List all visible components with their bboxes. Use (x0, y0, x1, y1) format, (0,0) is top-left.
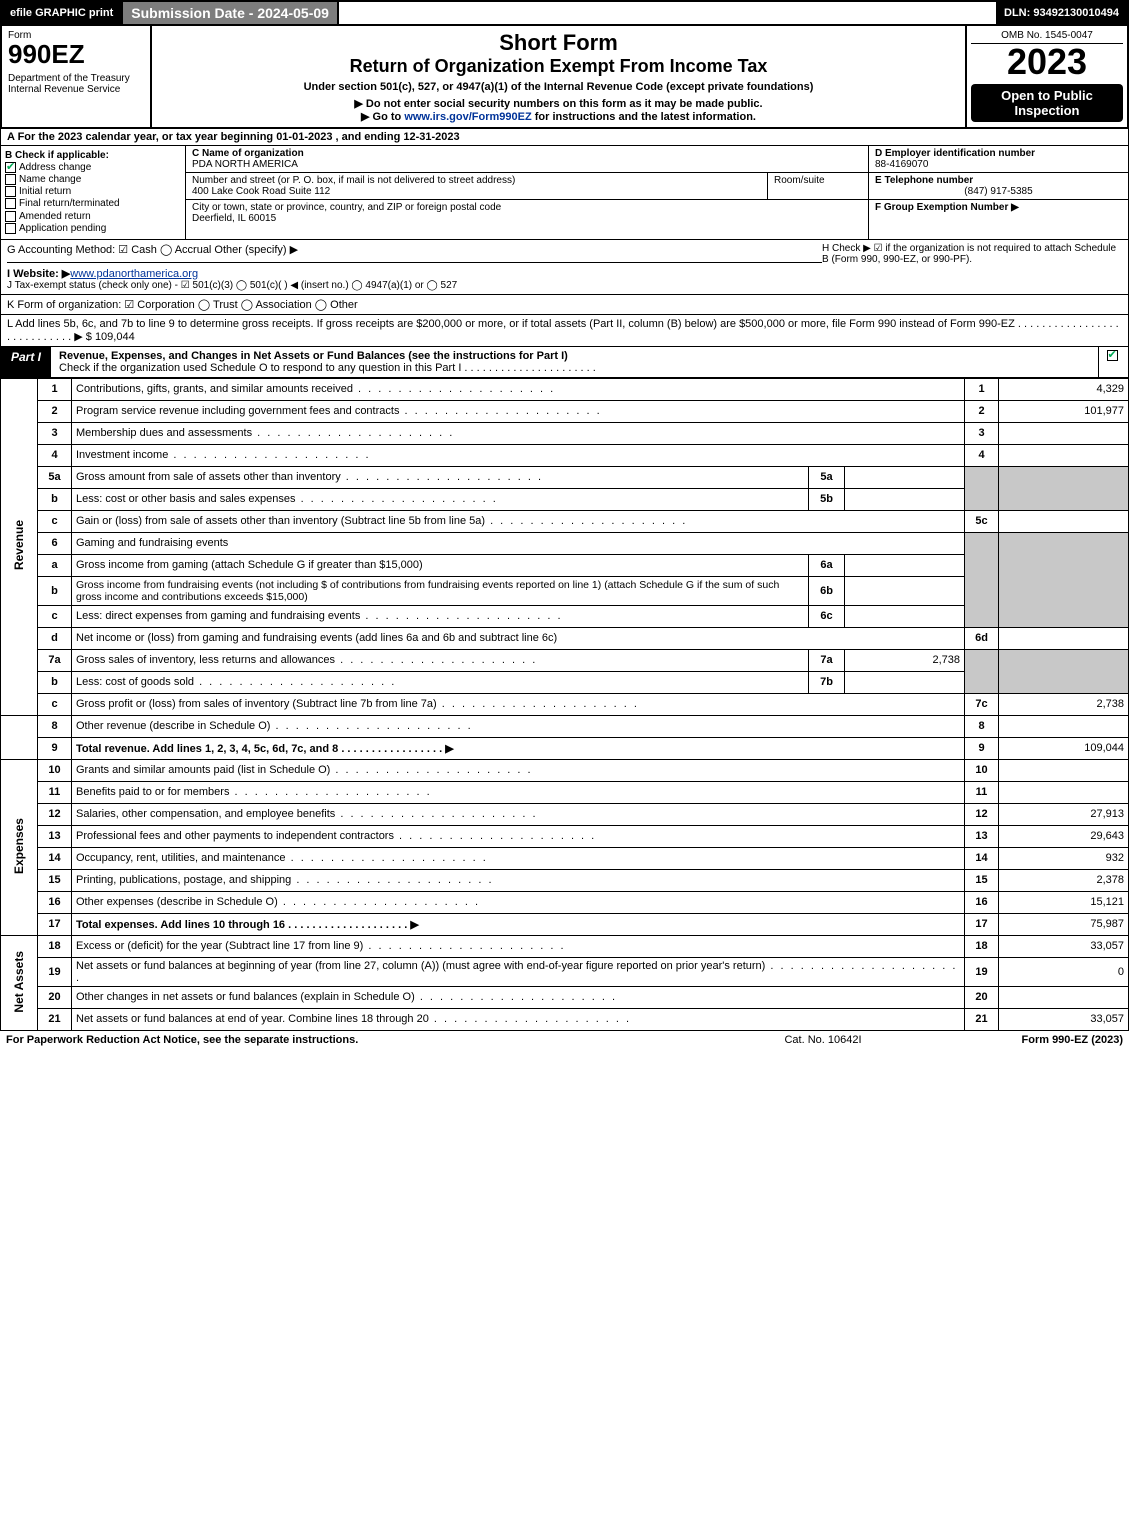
line-j: J Tax-exempt status (check only one) - ☑… (7, 280, 822, 291)
note-goto: ▶ Go to www.irs.gov/Form990EZ for instru… (158, 110, 959, 123)
netassets-label: Net Assets (12, 951, 26, 1013)
part-i-sub: Check if the organization used Schedule … (59, 362, 596, 374)
line-l: L Add lines 5b, 6c, and 7b to line 9 to … (0, 315, 1129, 347)
expenses-label: Expenses (12, 818, 26, 874)
open-to-public: Open to Public Inspection (971, 84, 1123, 122)
note-ssn: ▶ Do not enter social security numbers o… (158, 97, 959, 110)
b-label: B Check if applicable: (5, 150, 109, 161)
line-i: I Website: ▶www.pdanorthamerica.org (7, 267, 822, 280)
line-g: G Accounting Method: ☑ Cash ◯ Accrual Ot… (7, 243, 822, 263)
title-short-form: Short Form (158, 30, 959, 56)
footer: For Paperwork Reduction Act Notice, see … (0, 1031, 1129, 1049)
phone-value: (847) 917-5385 (875, 186, 1122, 197)
row-g-h: G Accounting Method: ☑ Cash ◯ Accrual Ot… (0, 240, 1129, 295)
header-block: B Check if applicable: Address change Na… (0, 146, 1129, 240)
street-value: 400 Lake Cook Road Suite 112 (192, 186, 330, 197)
form-header: Form 990EZ Department of the Treasury In… (0, 26, 1129, 129)
part-i-header: Part I Revenue, Expenses, and Changes in… (0, 347, 1129, 378)
form-number: 990EZ (8, 41, 144, 67)
col-b-checkboxes: B Check if applicable: Address change Na… (1, 146, 186, 239)
city-value: Deerfield, IL 60015 (192, 213, 276, 224)
col-c-org: C Name of organization PDA NORTH AMERICA… (186, 146, 868, 239)
chk-final-return[interactable] (5, 198, 16, 209)
dln: DLN: 93492130010494 (996, 2, 1127, 24)
gross-receipts: 109,044 (95, 331, 135, 343)
part-i-check[interactable] (1107, 350, 1118, 361)
line-h: H Check ▶ ☑ if the organization is not r… (822, 243, 1122, 291)
d-label: D Employer identification number (875, 148, 1035, 159)
chk-amended[interactable] (5, 211, 16, 222)
line-a: A For the 2023 calendar year, or tax yea… (0, 129, 1129, 146)
ein-value: 88-4169070 (875, 159, 928, 170)
submission-date: Submission Date - 2024-05-09 (123, 2, 339, 24)
footer-cat: Cat. No. 10642I (723, 1034, 923, 1046)
efile-label[interactable]: efile GRAPHIC print (2, 2, 123, 24)
chk-address-change[interactable] (5, 162, 16, 173)
top-bar: efile GRAPHIC print Submission Date - 20… (0, 0, 1129, 26)
chk-initial-return[interactable] (5, 186, 16, 197)
website-link[interactable]: www.pdanorthamerica.org (70, 268, 198, 280)
subtitle: Under section 501(c), 527, or 4947(a)(1)… (158, 81, 959, 93)
c-name-label: C Name of organization (192, 148, 304, 159)
chk-name-change[interactable] (5, 174, 16, 185)
footer-left: For Paperwork Reduction Act Notice, see … (6, 1034, 723, 1046)
city-label: City or town, state or province, country… (192, 202, 501, 213)
irs-link[interactable]: www.irs.gov/Form990EZ (404, 111, 531, 123)
dept-label: Department of the Treasury Internal Reve… (8, 73, 144, 95)
footer-right: Form 990-EZ (2023) (923, 1034, 1123, 1046)
part-i-tag: Part I (1, 347, 51, 377)
title-return: Return of Organization Exempt From Incom… (158, 56, 959, 77)
tax-year: 2023 (971, 44, 1123, 80)
col-d-e-f: D Employer identification number 88-4169… (868, 146, 1128, 239)
lines-table: Revenue 1Contributions, gifts, grants, a… (0, 378, 1129, 1031)
part-i-title: Revenue, Expenses, and Changes in Net As… (59, 350, 568, 362)
org-name: PDA NORTH AMERICA (192, 159, 298, 170)
street-label: Number and street (or P. O. box, if mail… (192, 175, 515, 186)
e-label: E Telephone number (875, 175, 973, 186)
f-label: F Group Exemption Number ▶ (875, 202, 1019, 213)
line-k: K Form of organization: ☑ Corporation ◯ … (0, 295, 1129, 315)
room-label: Room/suite (774, 175, 825, 186)
chk-pending[interactable] (5, 223, 16, 234)
revenue-label: Revenue (12, 520, 26, 570)
